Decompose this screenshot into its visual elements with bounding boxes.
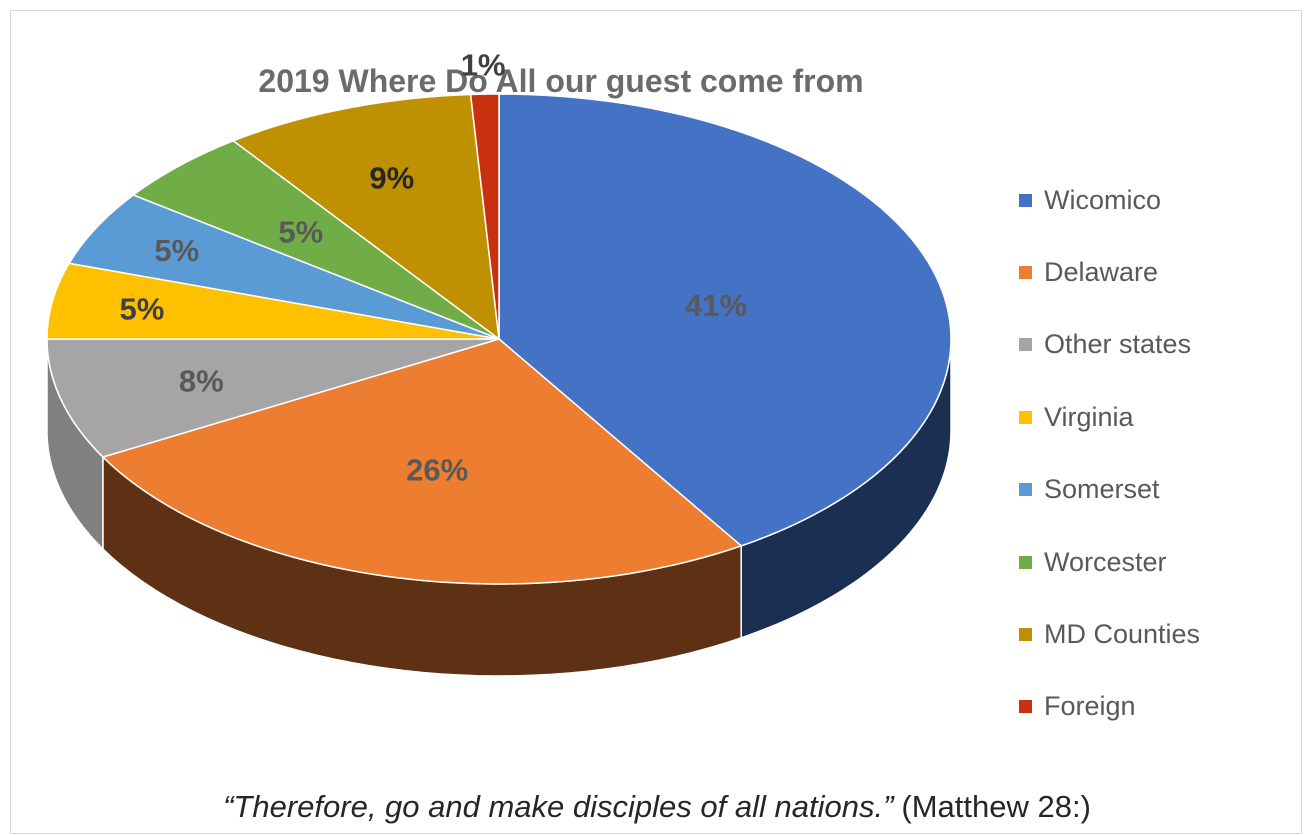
pie-slice-worcester (131, 139, 500, 340)
legend-label: Somerset (1044, 474, 1160, 505)
pie-slice-other-states (46, 338, 500, 458)
close-quote: ” (883, 789, 894, 824)
scripture-caption: “Therefore, go and make disciples of all… (11, 789, 1303, 825)
legend-swatch (1019, 193, 1032, 207)
legend-swatch (1019, 628, 1032, 642)
chart-title: 2019 Where Do All our guest come from (258, 63, 864, 99)
pie-slice-somerset (67, 194, 500, 340)
open-quote: “ (223, 789, 234, 824)
scripture-verse: Therefore, go and make disciples of all … (233, 789, 884, 824)
pie-slice-foreign (469, 93, 500, 340)
pie-top (46, 93, 952, 585)
pie-chart: 41% 26% 8% 5% 5% 5% 9% 1% (46, 48, 952, 677)
pie-data-labels: 41% 26% 8% 5% 5% 5% 9% 1% (119, 48, 747, 488)
data-label-md-counties: 9% (369, 161, 414, 196)
chart-legend: Wicomico Delaware Other states Virginia Some… (1019, 164, 1299, 743)
legend-item-other-states: Other states (1019, 309, 1299, 381)
pie-slice-wicomico (498, 93, 952, 547)
data-label-somerset: 5% (154, 233, 199, 268)
pie-slice-delaware (101, 338, 743, 585)
legend-swatch (1019, 338, 1032, 352)
legend-item-wicomico: Wicomico (1019, 164, 1299, 236)
legend-item-delaware: Delaware (1019, 236, 1299, 308)
legend-item-md-counties: MD Counties (1019, 598, 1299, 670)
data-label-wicomico: 41% (685, 288, 747, 323)
legend-item-worcester: Worcester (1019, 526, 1299, 598)
legend-label: Worcester (1044, 546, 1167, 577)
scripture-reference: (Matthew 28:) (901, 789, 1091, 824)
legend-label: Other states (1044, 329, 1192, 360)
data-label-worcester: 5% (278, 215, 323, 250)
legend-label: Delaware (1044, 257, 1159, 288)
legend-item-virginia: Virginia (1019, 381, 1299, 453)
data-label-other-states: 8% (179, 363, 224, 398)
legend-item-somerset: Somerset (1019, 454, 1299, 526)
legend-label: Wicomico (1044, 184, 1162, 215)
legend-label: Foreign (1044, 691, 1136, 722)
data-label-virginia: 5% (119, 291, 164, 326)
legend-swatch (1019, 483, 1032, 497)
legend-swatch (1019, 555, 1032, 569)
legend-swatch (1019, 410, 1032, 424)
legend-label: MD Counties (1044, 619, 1201, 650)
chart-area: 2019 Where Do All our guest come from 41… (10, 10, 1302, 834)
legend-item-foreign: Foreign (1019, 671, 1299, 743)
pie-slice-virginia (46, 262, 500, 340)
pie-slice-md-counties (231, 93, 500, 341)
data-label-delaware: 26% (406, 453, 468, 488)
legend-swatch (1019, 700, 1032, 714)
data-label-foreign: 1% (461, 48, 506, 83)
legend-label: Virginia (1044, 401, 1134, 432)
legend-swatch (1019, 266, 1032, 280)
